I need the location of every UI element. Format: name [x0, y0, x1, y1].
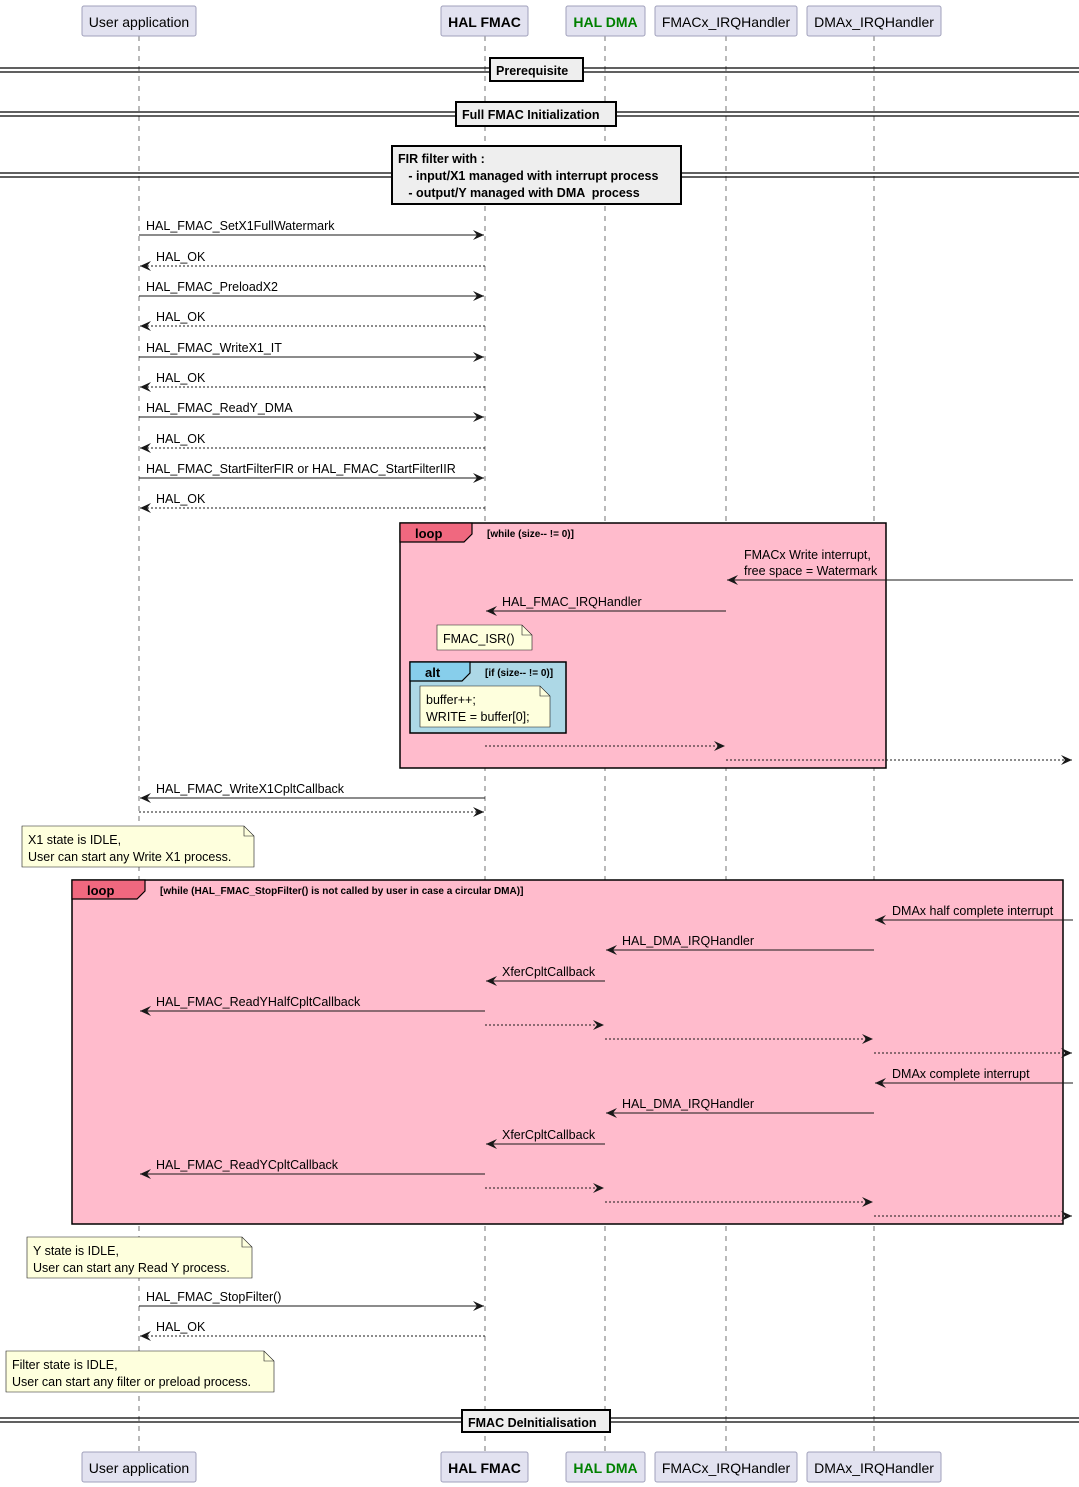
participant-label: DMAx_IRQHandler [814, 1460, 934, 1476]
message-label: XferCpltCallback [502, 1128, 596, 1142]
participant-dma-bottom: HAL DMA [565, 1451, 646, 1483]
message: HAL_FMAC_StopFilter() [139, 1290, 484, 1311]
message: HAL_FMAC_ReadYHalfCpltCallback [140, 995, 485, 1016]
message-label: HAL_FMAC_StopFilter() [146, 1290, 281, 1304]
participant-fmac-top: HAL FMAC [440, 5, 529, 37]
message: HAL_FMAC_SetX1FullWatermark [139, 219, 484, 240]
message: HAL_FMAC_ReadY_DMA [139, 401, 484, 422]
divider: Full FMAC Initialization [0, 101, 1079, 127]
participant-user-bottom: User application [81, 1451, 197, 1483]
message-label: HAL_OK [156, 371, 206, 385]
participant-dma-top: HAL DMA [565, 5, 646, 37]
note: Y state is IDLE, User can start any Read … [26, 1236, 253, 1279]
message: XferCpltCallback [486, 965, 605, 986]
message: HAL_FMAC_WriteX1_IT [139, 341, 484, 362]
message-label: HAL_FMAC_StartFilterFIR or HAL_FMAC_Star… [146, 462, 456, 476]
participant-fmac-bottom: HAL FMAC [440, 1451, 529, 1483]
message-label: HAL_FMAC_PreloadX2 [146, 280, 278, 294]
participant-label: DMAx_IRQHandler [814, 14, 934, 30]
message: DMAx complete interrupt [875, 1067, 1073, 1088]
message: HAL_DMA_IRQHandler [606, 934, 874, 955]
message: XferCpltCallback [486, 1128, 605, 1149]
message-label: FMACx Write interrupt, free space = Water… [744, 548, 878, 578]
message: FMACx Write interrupt, free space = Water… [727, 548, 1073, 585]
message: HAL_FMAC_PreloadX2 [139, 280, 484, 301]
participant-dmairq-bottom: DMAx_IRQHandler [806, 1451, 942, 1483]
message-label: HAL_DMA_IRQHandler [622, 1097, 754, 1111]
message-label: HAL_DMA_IRQHandler [622, 934, 754, 948]
message: HAL_OK [140, 432, 485, 453]
participant-label: User application [89, 1460, 189, 1476]
message-label: HAL_FMAC_WriteX1CpltCallback [156, 782, 345, 796]
message: HAL_OK [140, 371, 485, 392]
note: buffer++; WRITE = buffer[0]; [419, 685, 551, 728]
message: HAL_DMA_IRQHandler [606, 1097, 874, 1118]
message: DMAx half complete interrupt [875, 904, 1073, 925]
note-text: FMAC_ISR() [443, 632, 515, 646]
fragment-condition: [while (size-- != 0)] [487, 529, 574, 540]
divider-label: - input/X1 managed with interrupt proces… [398, 169, 658, 183]
divider: FMAC DeInitialisation [0, 1409, 1079, 1433]
divider: Prerequisite [0, 57, 1079, 82]
participant-label: HAL FMAC [448, 14, 521, 30]
note: FMAC_ISR() [436, 624, 533, 651]
message-label: HAL_FMAC_ReadYCpltCallback [156, 1158, 339, 1172]
message-label: HAL_OK [156, 432, 206, 446]
note-text: X1 state is IDLE, [28, 833, 121, 847]
participant-label: FMACx_IRQHandler [662, 1460, 791, 1476]
message: HAL_OK [140, 310, 485, 331]
fragment-kind: loop [87, 883, 114, 898]
note: Filter state is IDLE, User can start any … [5, 1350, 275, 1393]
fragment-condition: [while (HAL_FMAC_StopFilter() is not cal… [160, 886, 523, 897]
participant-label: HAL DMA [573, 1460, 637, 1476]
message: HAL_FMAC_StartFilterFIR or HAL_FMAC_Star… [139, 462, 484, 483]
note-text: Filter state is IDLE, [12, 1358, 118, 1372]
message: HAL_FMAC_WriteX1CpltCallback [140, 782, 485, 803]
note-text: User can start any filter or preload pro… [12, 1375, 251, 1389]
divider-label: Full FMAC Initialization [462, 108, 600, 122]
message-label: HAL_FMAC_SetX1FullWatermark [146, 219, 335, 233]
message-label: HAL_OK [156, 1320, 206, 1334]
message-label: HAL_FMAC_WriteX1_IT [146, 341, 282, 355]
participant-label: User application [89, 14, 189, 30]
message: HAL_OK [140, 492, 485, 513]
message-label: DMAx complete interrupt [892, 1067, 1030, 1081]
note-text: WRITE = buffer[0]; [426, 710, 530, 724]
participant-dmairq-top: DMAx_IRQHandler [806, 5, 942, 37]
message-label: XferCpltCallback [502, 965, 596, 979]
note-text: User can start any Write X1 process. [28, 850, 231, 864]
message: HAL_OK [140, 1320, 485, 1341]
divider-label: - output/Y managed with DMA process [398, 186, 640, 200]
message: HAL_FMAC_ReadYCpltCallback [140, 1158, 485, 1179]
note-text: buffer++; [426, 693, 476, 707]
note-text: User can start any Read Y process. [33, 1261, 230, 1275]
message-label: HAL_FMAC_ReadY_DMA [146, 401, 293, 415]
participant-label: HAL FMAC [448, 1460, 521, 1476]
message-label: HAL_FMAC_IRQHandler [502, 595, 642, 609]
message-label: HAL_OK [156, 310, 206, 324]
fragment-kind: alt [425, 665, 441, 680]
participant-user-top: User application [81, 5, 197, 37]
fragment-kind: loop [415, 526, 442, 541]
participant-label: HAL DMA [573, 14, 637, 30]
divider-label: FIR filter with : [398, 152, 485, 166]
message-label: HAL_OK [156, 492, 206, 506]
participant-fmacirq-bottom: FMACx_IRQHandler [654, 1451, 798, 1483]
divider: FIR filter with : - input/X1 managed wit… [0, 145, 1079, 205]
participant-label: FMACx_IRQHandler [662, 14, 791, 30]
divider-label: Prerequisite [496, 64, 568, 78]
divider-label: FMAC DeInitialisation [468, 1416, 596, 1430]
message: HAL_OK [140, 250, 485, 271]
fragment-condition: [if (size-- != 0)] [485, 668, 553, 679]
participant-fmacirq-top: FMACx_IRQHandler [654, 5, 798, 37]
message: HAL_FMAC_IRQHandler [486, 595, 726, 616]
message-label: HAL_OK [156, 250, 206, 264]
message-label: HAL_FMAC_ReadYHalfCpltCallback [156, 995, 361, 1009]
note-text: Y state is IDLE, [33, 1244, 119, 1258]
note: X1 state is IDLE, User can start any Writ… [21, 825, 255, 868]
message-label: DMAx half complete interrupt [892, 904, 1054, 918]
fragment-loop: loop [while (HAL_FMAC_StopFilter() is not… [71, 879, 1064, 1225]
